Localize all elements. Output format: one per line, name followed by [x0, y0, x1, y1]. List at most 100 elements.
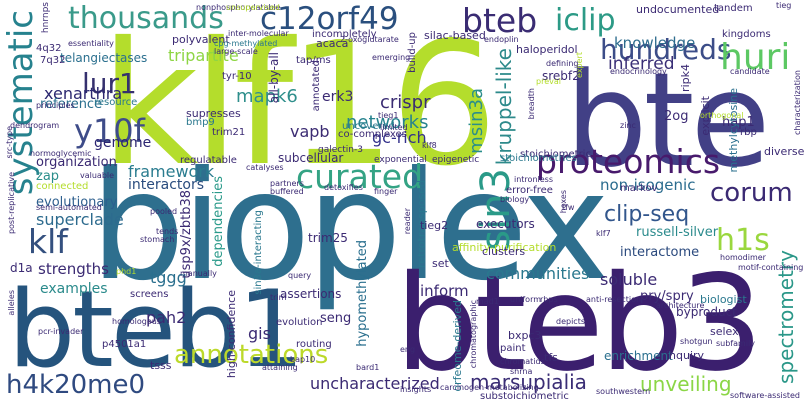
word: tripartite: [168, 46, 239, 65]
word: stoichiometries: [500, 153, 577, 164]
word: limited: [380, 123, 408, 132]
word: evolution: [276, 317, 323, 328]
word: inferred: [608, 54, 675, 74]
word: interactors: [128, 177, 205, 193]
word: principles: [36, 101, 75, 110]
word: screens: [130, 289, 169, 300]
word: subcellular: [278, 151, 344, 165]
word: marsupialia: [470, 370, 587, 394]
word: tfs: [544, 351, 558, 364]
word: sin3: [473, 168, 519, 251]
word: polyvalent: [172, 33, 230, 46]
word: 7q32: [40, 55, 66, 66]
word: endocrinology: [610, 67, 667, 76]
word: tfw: [562, 203, 575, 212]
word: erk3: [322, 89, 354, 105]
word: proteomics: [536, 142, 721, 181]
word: partners: [270, 179, 304, 188]
word: shrna: [510, 367, 533, 376]
word: hap1: [722, 115, 755, 130]
word: finger: [374, 187, 398, 196]
word: intronless: [514, 175, 553, 184]
word: d1a: [10, 261, 33, 275]
word: lur1: [82, 67, 137, 100]
word: corum: [710, 178, 793, 208]
word: evolutionary: [36, 195, 118, 210]
word: all-by-all: [267, 52, 281, 104]
word: byproduct: [676, 305, 737, 319]
word: systematic: [1, 10, 41, 196]
word: homodimer: [720, 253, 766, 262]
word: selex: [710, 325, 739, 338]
word: homologous: [112, 317, 161, 326]
word: error-free: [506, 185, 553, 196]
word: reader: [403, 208, 412, 235]
word: supresses: [186, 107, 241, 120]
word: pry/spry: [640, 289, 694, 304]
word: resource: [94, 97, 138, 108]
word: kingdoms: [722, 29, 771, 40]
word: large-scale: [214, 47, 258, 56]
word: endoplin: [484, 35, 519, 44]
word: stomach: [140, 235, 175, 244]
word: normoglycemic: [30, 149, 92, 158]
word: software-assisted: [730, 391, 801, 400]
word: annotated: [311, 60, 322, 112]
word: unveiling: [640, 372, 732, 396]
word: framework: [128, 162, 215, 181]
word: depicts: [556, 317, 586, 326]
word: rbps: [540, 295, 558, 304]
word: huri: [720, 37, 791, 78]
word: preval: [536, 77, 561, 86]
word: genome: [94, 135, 152, 151]
word: high-confidence: [225, 290, 238, 379]
word: post-replicative: [7, 172, 16, 235]
word: characterization: [793, 70, 802, 135]
word: russell-silver: [636, 225, 719, 240]
word: h4k20me0: [6, 370, 146, 400]
word: anti-resection: [586, 295, 642, 304]
word: crispr: [380, 92, 431, 113]
word: ripk4: [679, 64, 692, 92]
word: curated: [296, 157, 424, 196]
word: annotations: [174, 340, 329, 370]
word: uniform: [510, 295, 542, 304]
word: haloperidol: [516, 43, 578, 56]
word: regulatable: [180, 155, 237, 166]
word: knowledge: [614, 34, 696, 52]
word: chromatids: [500, 357, 545, 366]
word: manually: [180, 269, 217, 278]
word: h1s: [716, 223, 770, 258]
word: networks: [346, 112, 429, 133]
word: detoxifies: [324, 183, 363, 192]
word: essentiality: [68, 39, 114, 48]
word: diverse: [764, 145, 805, 158]
word: hundreds: [600, 33, 732, 66]
word: valuable: [80, 171, 115, 180]
word: communities: [486, 264, 590, 283]
word: expert: [575, 52, 584, 78]
word: bteb1: [8, 268, 305, 391]
word: silac-based: [424, 29, 486, 42]
word: mad1: [476, 297, 499, 306]
word: kruppel-like: [492, 48, 516, 166]
word: tieg2: [420, 219, 449, 232]
word: examples: [40, 281, 108, 297]
word: non-isogenic: [600, 176, 696, 194]
word: c12orf49: [260, 1, 399, 37]
word: orfeome-derived: [451, 300, 464, 392]
word: buffered: [270, 187, 304, 196]
word: hypomethylated: [355, 240, 370, 347]
word: candidate: [730, 67, 770, 76]
word: galectin-3: [318, 145, 363, 155]
word: uncharacterized: [310, 374, 440, 393]
word: bxpc3: [508, 329, 542, 342]
word: dependencies: [211, 176, 226, 267]
word: interactome: [620, 245, 700, 260]
word: tandem: [714, 3, 753, 14]
word: msin3a: [466, 88, 487, 154]
word: exponential: [374, 155, 427, 165]
word: tyr-10: [222, 71, 252, 82]
word: unsupervised: [226, 3, 280, 12]
